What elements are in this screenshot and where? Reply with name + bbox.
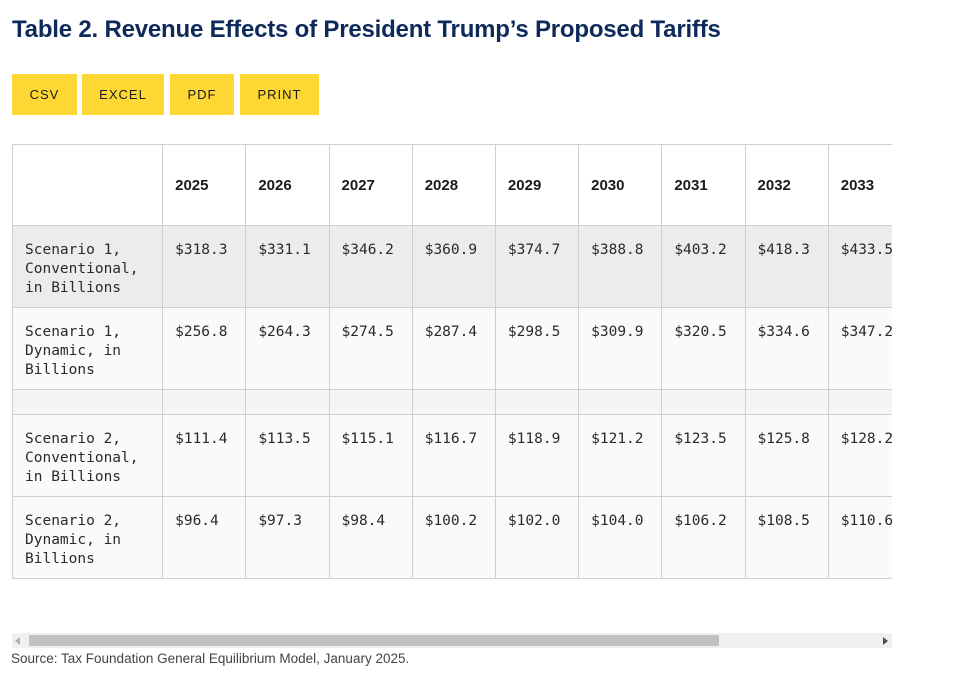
year-header: 2029 <box>494 144 580 226</box>
year-header: 2028 <box>411 144 496 226</box>
table-cell: $360.9 <box>411 225 496 308</box>
table-cell: $111.4 <box>162 414 247 497</box>
spacer-cell <box>411 389 496 415</box>
page-title: Table 2. Revenue Effects of President Tr… <box>12 16 721 43</box>
revenue-table: 2025 2026 2027 2028 2029 2030 2031 2032 … <box>12 144 892 579</box>
table-row: Scenario 2, Conventional, in Billions $1… <box>12 414 892 497</box>
row-label: Scenario 1, Conventional, in Billions <box>12 225 164 308</box>
spacer-cell <box>744 389 829 415</box>
spacer-cell <box>162 389 247 415</box>
csv-button[interactable]: CSV <box>12 74 77 115</box>
spacer-cell <box>827 389 892 415</box>
spacer-cell <box>578 389 663 415</box>
pdf-button[interactable]: PDF <box>170 74 234 115</box>
table-cell: $115.1 <box>328 414 413 497</box>
table-cell: $128.2 <box>827 414 892 497</box>
table-cell: $346.2 <box>328 225 413 308</box>
table-cell: $374.7 <box>494 225 580 308</box>
table-header-row: 2025 2026 2027 2028 2029 2030 2031 2032 … <box>12 144 892 226</box>
spacer-cell <box>12 389 164 415</box>
table-cell: $97.3 <box>245 496 330 579</box>
table-cell: $121.2 <box>578 414 663 497</box>
table-cell: $331.1 <box>245 225 330 308</box>
year-header: 2033 <box>827 144 892 226</box>
table-cell: $347.2 <box>827 307 892 390</box>
print-button[interactable]: PRINT <box>240 74 319 115</box>
chevron-left-icon[interactable] <box>15 637 20 645</box>
row-label: Scenario 1, Dynamic, in Billions <box>12 307 164 390</box>
table-cell: $116.7 <box>411 414 496 497</box>
table-cell: $123.5 <box>661 414 746 497</box>
table-cell: $113.5 <box>245 414 330 497</box>
table-row: Scenario 1, Conventional, in Billions $3… <box>12 225 892 308</box>
year-header: 2031 <box>661 144 746 226</box>
table-cell: $418.3 <box>744 225 829 308</box>
year-header: 2027 <box>328 144 413 226</box>
table-cell: $388.8 <box>578 225 663 308</box>
spacer-cell <box>661 389 746 415</box>
year-header: 2032 <box>744 144 829 226</box>
row-label: Scenario 2, Conventional, in Billions <box>12 414 164 497</box>
table-cell: $298.5 <box>494 307 580 390</box>
chevron-right-icon[interactable] <box>883 637 888 645</box>
table-cell: $125.8 <box>744 414 829 497</box>
table-cell: $96.4 <box>162 496 247 579</box>
source-note: Source: Tax Foundation General Equilibri… <box>11 651 410 666</box>
spacer-cell <box>494 389 580 415</box>
table-cell: $287.4 <box>411 307 496 390</box>
table-cell: $256.8 <box>162 307 247 390</box>
table-cell: $100.2 <box>411 496 496 579</box>
table-cell: $264.3 <box>245 307 330 390</box>
table-cell: $318.3 <box>162 225 247 308</box>
table-cell: $403.2 <box>661 225 746 308</box>
table-cell: $334.6 <box>744 307 829 390</box>
year-header: 2026 <box>245 144 330 226</box>
row-label: Scenario 2, Dynamic, in Billions <box>12 496 164 579</box>
table-cell: $274.5 <box>328 307 413 390</box>
scrollbar-thumb[interactable] <box>29 635 719 646</box>
table-cell: $102.0 <box>494 496 580 579</box>
table-row: Scenario 2, Dynamic, in Billions $96.4 $… <box>12 496 892 579</box>
table-cell: $433.5 <box>827 225 892 308</box>
revenue-table-container[interactable]: 2025 2026 2027 2028 2029 2030 2031 2032 … <box>12 144 892 582</box>
table-cell: $104.0 <box>578 496 663 579</box>
table-cell: $110.6 <box>827 496 892 579</box>
table-spacer-row <box>12 389 892 415</box>
table-cell: $108.5 <box>744 496 829 579</box>
year-header: 2025 <box>162 144 247 226</box>
spacer-cell <box>245 389 330 415</box>
table-cell: $98.4 <box>328 496 413 579</box>
table-cell: $106.2 <box>661 496 746 579</box>
year-header: 2030 <box>578 144 663 226</box>
table-cell: $320.5 <box>661 307 746 390</box>
table-cell: $118.9 <box>494 414 580 497</box>
spacer-cell <box>328 389 413 415</box>
table-cell: $309.9 <box>578 307 663 390</box>
corner-header-cell <box>12 144 164 226</box>
excel-button[interactable]: EXCEL <box>82 74 164 115</box>
table-row: Scenario 1, Dynamic, in Billions $256.8 … <box>12 307 892 390</box>
horizontal-scrollbar[interactable] <box>12 633 892 648</box>
